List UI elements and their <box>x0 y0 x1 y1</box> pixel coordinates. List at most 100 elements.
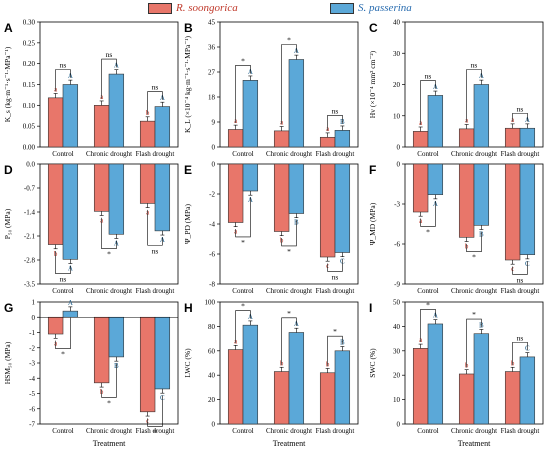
comparison-bracket <box>101 58 117 99</box>
y-tick-label: -6 <box>209 251 215 259</box>
y-tick-label: 10 <box>393 112 401 120</box>
x-tick-label: Control <box>417 287 438 295</box>
x-tick-label: Chronic drought <box>451 427 497 435</box>
comparison-significance: * <box>287 247 291 256</box>
panel-letter: C <box>369 21 378 35</box>
bar-s-passerina <box>154 316 171 390</box>
bar-r-soongorica <box>319 372 336 425</box>
x-tick-label: Chronic drought <box>266 287 312 295</box>
bar-r-soongorica <box>93 316 110 384</box>
comparison-bracket <box>55 69 71 92</box>
comparison-bracket <box>55 251 71 275</box>
x-tick-label: Chronic drought <box>86 150 132 158</box>
bar-s-passerina <box>288 59 305 148</box>
panel-letter: H <box>184 301 193 315</box>
comparison-bracket <box>466 69 482 123</box>
y-tick-label: 18 <box>208 94 216 102</box>
y-tick-label: -7 <box>29 421 35 429</box>
significance-letter: a <box>419 336 423 344</box>
panel-e: E 0-2-4-6-8Ψ_PD (MPa) aA*ControlbB*Chronic… <box>183 161 359 295</box>
y-tick-label: 60 <box>208 347 216 355</box>
comparison-significance: ns <box>332 272 339 281</box>
comparison-bracket <box>235 197 251 238</box>
comparison-bracket <box>512 261 528 275</box>
y-tick-label: 20 <box>393 81 401 89</box>
legend-label-r-soongorica: R. soongorica <box>176 2 238 14</box>
bar-s-passerina <box>62 84 79 148</box>
bar-r-soongorica <box>273 163 290 232</box>
bar-s-passerina <box>242 324 259 425</box>
significance-letter: A <box>68 299 73 307</box>
y-tick-label: -3 <box>29 360 35 368</box>
y-tick-label: 0 <box>212 144 216 152</box>
significance-letter: a <box>419 119 423 127</box>
bar-s-passerina <box>427 163 444 195</box>
comparison-bracket <box>147 395 163 427</box>
x-tick-label: Flash drought <box>316 287 355 295</box>
x-tick-label: Control <box>52 150 73 158</box>
y-tick-label: 36 <box>208 44 216 52</box>
comparison-significance: * <box>241 238 245 247</box>
significance-letter: a <box>280 119 284 127</box>
y-tick-label: -2.8 <box>24 257 36 265</box>
y-tick-label: 0.00 <box>23 144 36 152</box>
y-tick-label: -9 <box>394 281 400 289</box>
bar-s-passerina <box>519 356 536 425</box>
legend-item-s-passerina: S. passerina <box>330 2 412 14</box>
y-tick-label: -2 <box>29 344 35 352</box>
y-tick-label: 0.30 <box>23 19 36 27</box>
legend-swatch-s-passerina <box>330 2 354 14</box>
significance-letter: a <box>511 116 515 124</box>
y-tick-label: 0 <box>32 314 36 322</box>
bar-s-passerina <box>334 163 351 253</box>
y-tick-label: 40 <box>393 323 401 331</box>
y-tick-label: 20 <box>208 396 216 404</box>
y-axis-label: Ψ_MD (MPa) <box>368 202 377 245</box>
y-tick-label: 30 <box>393 50 401 58</box>
y-axis-label: K_L (×10⁻⁴ kg·m⁻¹·s⁻¹·MPa⁻¹) <box>183 35 192 133</box>
y-tick-label: 0.10 <box>23 102 36 110</box>
bar-r-soongorica <box>412 163 429 213</box>
y-tick-label: -4 <box>209 221 215 229</box>
bar-s-passerina <box>519 127 536 148</box>
bar-r-soongorica <box>273 371 290 425</box>
bar-s-passerina <box>62 310 79 318</box>
panel-b: B 0 9 18 27 36 45 K_L (×10⁻⁴ kg·m⁻¹·s⁻¹·MPa⁻¹) a… <box>183 19 359 158</box>
legend-swatch-r-soongorica <box>148 2 172 14</box>
comparison-bracket <box>466 231 482 253</box>
bar-r-soongorica <box>139 163 156 204</box>
bar-r-soongorica <box>227 129 244 148</box>
x-tick-label: Chronic drought <box>86 287 132 295</box>
comparison-significance: ns <box>106 50 113 59</box>
legend-label-s-passerina: S. passerina <box>358 2 412 14</box>
comparison-significance: ns <box>60 61 67 70</box>
bar-s-passerina <box>288 163 305 214</box>
comparison-significance: ns <box>332 106 339 115</box>
y-axis-label: LWC (%) <box>183 348 192 378</box>
comparison-bracket <box>420 201 436 227</box>
significance-letter: a <box>465 117 469 125</box>
bar-s-passerina <box>108 316 125 358</box>
comparison-bracket <box>147 91 163 115</box>
bar-r-soongorica <box>504 127 521 148</box>
panel-letter: E <box>184 163 192 177</box>
y-tick-label: 30 <box>393 347 401 355</box>
y-tick-label: 10 <box>393 396 401 404</box>
legend: R. soongorica S. passerina <box>0 2 550 16</box>
comparison-significance: * <box>241 56 245 65</box>
bar-r-soongorica <box>412 131 429 148</box>
comparison-significance: * <box>472 253 476 262</box>
comparison-bracket <box>281 44 297 125</box>
comparison-bracket <box>327 335 343 367</box>
bar-r-soongorica <box>139 316 156 413</box>
significance-letter: a <box>100 93 104 101</box>
y-axis-label: P₅₀ (MPa) <box>3 208 12 239</box>
comparison-significance: * <box>61 350 65 359</box>
bar-s-passerina <box>427 323 444 425</box>
comparison-significance: ns <box>517 104 524 113</box>
x-tick-label: Control <box>52 427 73 435</box>
comparison-bracket <box>101 217 117 249</box>
comparison-significance: ns <box>517 333 524 342</box>
